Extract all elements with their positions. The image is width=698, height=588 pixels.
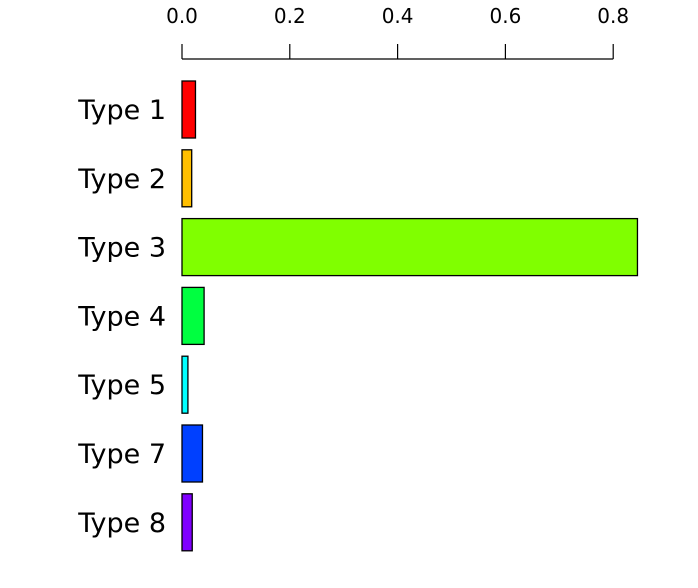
category-label: Type 1 <box>77 95 166 126</box>
bar-type-1 <box>181 80 197 139</box>
category-label: Type 4 <box>77 301 166 332</box>
category-labels: Type 1 Type 2 Type 3 Type 4 Type 5 Type 7 Type… <box>77 95 166 539</box>
category-label: Type 7 <box>77 439 166 470</box>
bars <box>181 80 639 552</box>
x-tick-label: 0.2 <box>274 4 306 28</box>
bar-type-2 <box>181 149 193 208</box>
x-tick-label: 0.4 <box>382 4 414 28</box>
x-tick-label: 0.6 <box>489 4 521 28</box>
x-tick-label: 0.0 <box>166 4 198 28</box>
category-label: Type 2 <box>77 164 166 195</box>
category-label: Type 3 <box>77 233 166 264</box>
bar-type-4 <box>181 286 205 346</box>
category-label: Type 5 <box>77 370 166 401</box>
x-tick-label: 0.8 <box>597 4 629 28</box>
x-axis-top: 0.0 0.2 0.4 0.6 0.8 <box>166 4 629 60</box>
category-label: Type 8 <box>77 508 166 539</box>
bar-type-8 <box>181 493 193 552</box>
bar-type-3 <box>181 217 639 277</box>
bar-type-5 <box>181 355 189 414</box>
bar-type-7 <box>181 424 204 483</box>
